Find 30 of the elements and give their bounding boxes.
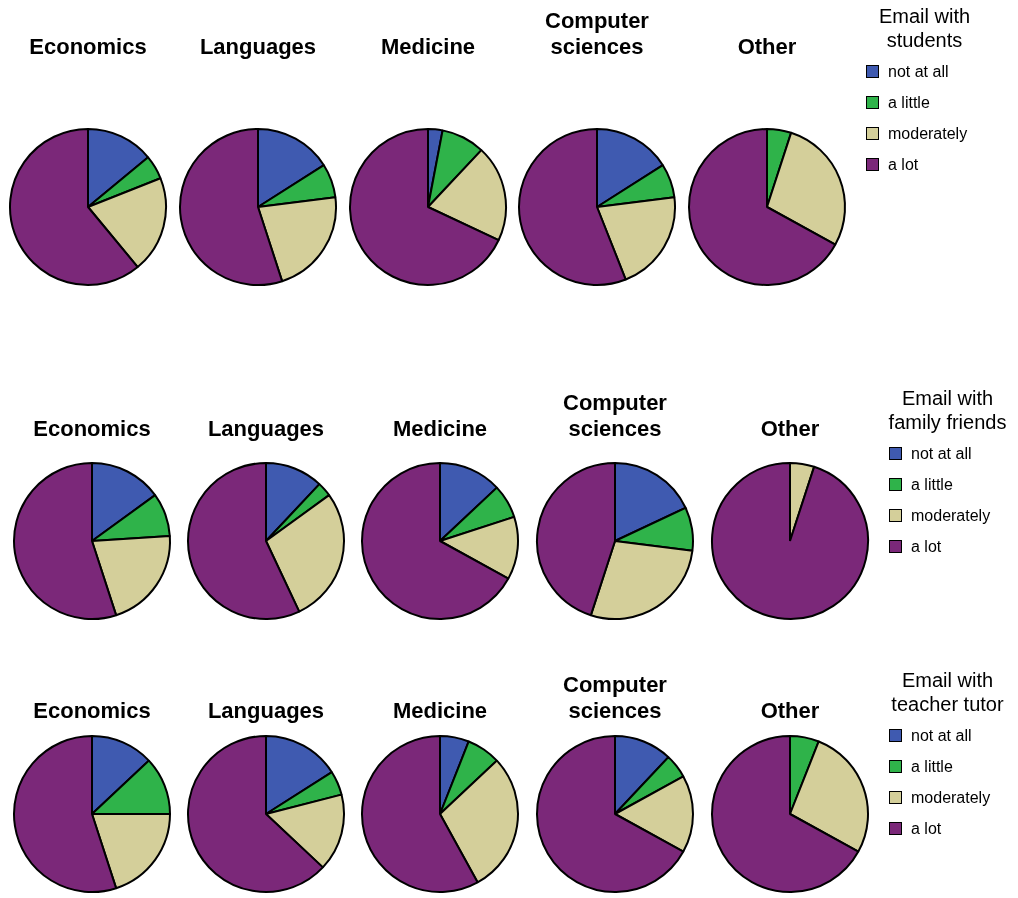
legend-title: Email with family friends [887,386,1008,434]
chart-title: Languages [198,33,318,60]
legend-label: a little [888,93,930,112]
chart-title: Other [759,415,821,442]
legend-label: moderately [911,788,991,807]
chart-title: Medicine [391,415,489,442]
legend-label: moderately [888,124,968,143]
legend-label: not at all [888,62,949,81]
chart-title: Economics [28,33,148,60]
legend-title: Email with students [877,4,972,52]
chart-title: Computer sciences [562,671,668,724]
chart-title: Other [759,697,821,724]
legend-label: a lot [888,155,919,174]
legend-label: not at all [911,726,972,745]
chart-title: Languages [206,415,326,442]
legend-label: a lot [911,819,942,838]
legend-label: not at all [911,444,972,463]
legend-label: a little [911,475,953,494]
chart-title: Medicine [379,33,477,60]
chart-title: Languages [206,697,326,724]
chart-title: Economics [32,697,152,724]
chart-title: Medicine [391,697,489,724]
chart-title: Other [736,33,798,60]
chart-title: Computer sciences [544,7,650,60]
legend-label: a lot [911,537,942,556]
legend-title: Email with teacher tutor [890,668,1005,716]
chart-title: Economics [32,415,152,442]
legend-label: moderately [911,506,991,525]
legend-label: a little [911,757,953,776]
chart-title: Computer sciences [562,389,668,442]
